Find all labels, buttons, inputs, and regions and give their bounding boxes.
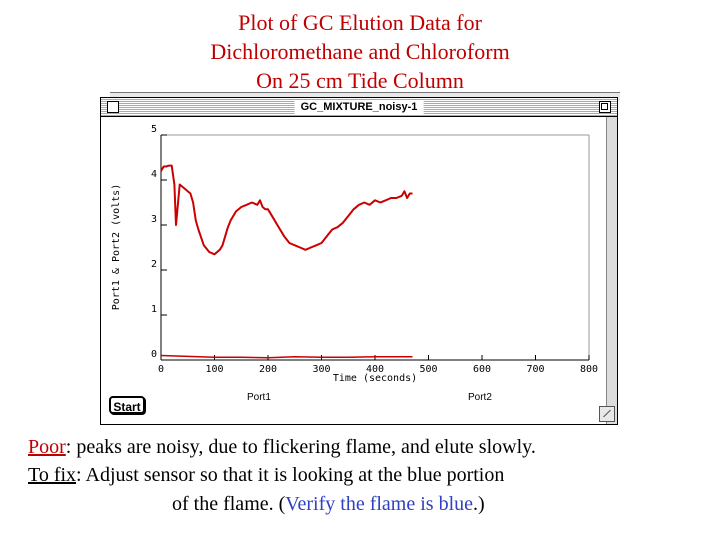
- x-tick-label: 800: [580, 364, 598, 375]
- resize-handle-icon[interactable]: [599, 406, 615, 422]
- graph-window: GC_MIXTURE_noisy-1 0 1 2 3 4 5 0 100 200 300 400 5…: [100, 97, 618, 425]
- series-layer: [160, 164, 413, 359]
- x-tick-label: 400: [366, 364, 384, 375]
- background-window-edge: [110, 92, 620, 101]
- x-tick-label: 700: [526, 364, 544, 375]
- x-tick-label: 600: [473, 364, 491, 375]
- fix-text: : Adjust sensor so that it is looking at…: [76, 464, 505, 486]
- slide-title: Plot of GC Elution Data for Dichlorometh…: [120, 8, 600, 95]
- y-tick-label: 1: [151, 304, 157, 315]
- line3-pre: of the flame. (: [172, 493, 286, 515]
- window-content: 0 1 2 3 4 5 0 100 200 300 400 500 600 700 800 Time (s…: [101, 117, 617, 424]
- x-tick-label: 0: [158, 364, 164, 375]
- poor-label: Poor: [28, 436, 66, 458]
- slide-title-line-1: Plot of GC Elution Data for: [238, 10, 482, 35]
- poor-text: : peaks are noisy, due to flickering fla…: [65, 436, 536, 458]
- x-axis-ticks: 0 100 200 300 400 500 600 700 800: [158, 355, 598, 375]
- slide-title-line-3: On 25 cm Tide Column: [256, 68, 464, 93]
- series-line-port2: [160, 354, 413, 359]
- y-tick-label: 5: [151, 124, 157, 135]
- slide-title-line-2: Dichloromethane and Chloroform: [210, 39, 510, 64]
- x-tick-label: 300: [312, 364, 330, 375]
- line3-post: .): [473, 493, 485, 515]
- x-axis-label: Time (seconds): [333, 373, 417, 384]
- x-tick-label: 100: [205, 364, 223, 375]
- caption-line-1: Poor: peaks are noisy, due to flickering…: [28, 434, 708, 461]
- y-tick-label: 0: [151, 349, 157, 360]
- close-box-icon[interactable]: [107, 101, 119, 113]
- x-tick-label: 200: [259, 364, 277, 375]
- y-tick-label: 2: [151, 259, 157, 270]
- port2-label: Port2: [468, 392, 492, 403]
- y-tick-label: 3: [151, 214, 157, 225]
- zoom-box-icon[interactable]: [599, 101, 611, 113]
- y-tick-label: 4: [151, 169, 157, 180]
- caption-line-2: To fix: Adjust sensor so that it is look…: [28, 462, 708, 489]
- y-axis-label: Port1 & Port2 (volts): [111, 184, 122, 310]
- window-title-bar[interactable]: GC_MIXTURE_noisy-1: [101, 98, 617, 117]
- x-tick-label: 500: [419, 364, 437, 375]
- caption-line-3: of the flame. (Verify the flame is blue.…: [172, 491, 692, 518]
- y-axis-ticks: 0 1 2 3 4 5: [151, 124, 167, 361]
- verify-blue-text: Verify the flame is blue: [285, 493, 473, 515]
- series-line-port1: [160, 164, 413, 256]
- window-title: GC_MIXTURE_noisy-1: [294, 100, 424, 114]
- port1-label: Port1: [247, 392, 271, 403]
- vertical-scrollbar[interactable]: [606, 117, 617, 424]
- start-button[interactable]: Start: [109, 396, 145, 414]
- plot-frame: [160, 134, 590, 361]
- fix-label: To fix: [28, 464, 77, 486]
- elution-chart: 0 1 2 3 4 5 0 100 200 300 400 500 600 700 800 Time (s…: [111, 124, 598, 384]
